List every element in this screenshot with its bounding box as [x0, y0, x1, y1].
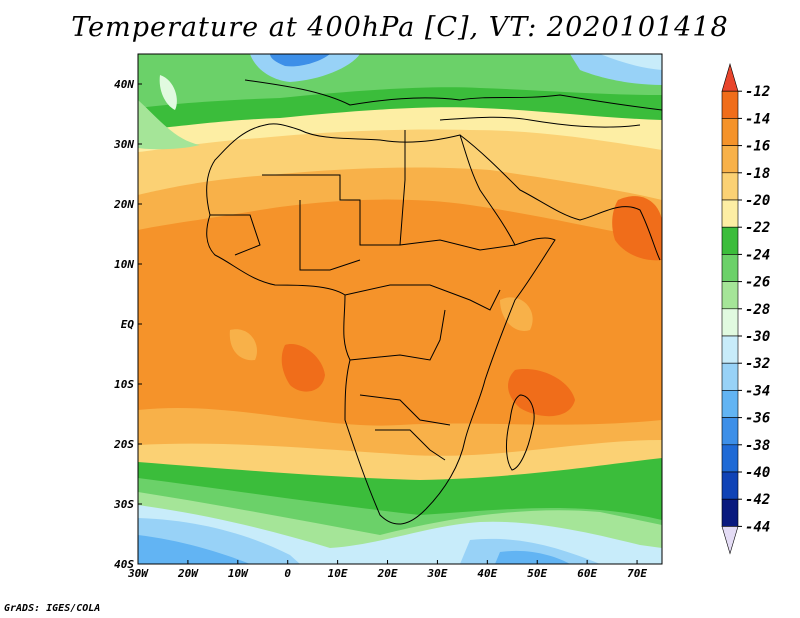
lat-tick-label: 40N — [114, 78, 134, 91]
latitude-ticks: 40N 30N 20N 10N EQ 10S 20S 30S 40S — [113, 78, 142, 571]
colorbar-swatch — [721, 308, 739, 337]
colorbar-swatch — [721, 526, 739, 555]
colorbar-swatch — [721, 199, 739, 228]
longitude-ticks: 30W 20W 10W 0 10E 20E 30E 40E 50E 60E 70E — [127, 560, 647, 580]
colorbar-swatch — [721, 471, 739, 500]
colorbar-label: -14 — [745, 111, 770, 127]
lon-tick-label: 20W — [177, 567, 199, 580]
lat-tick-label: 20S — [113, 438, 134, 451]
colorbar-swatch — [721, 118, 739, 146]
colorbar-label: -22 — [745, 220, 770, 236]
colorbar-label: -38 — [745, 438, 770, 454]
lon-tick-label: 60E — [577, 567, 597, 580]
lon-tick-label: 40E — [477, 567, 497, 580]
lat-tick-label: 10N — [114, 258, 134, 271]
credit-text: GrADS: IGES/COLA — [4, 603, 101, 614]
lat-tick-label: 30S — [113, 498, 134, 511]
colorbar-label: -40 — [745, 465, 770, 481]
lon-tick-label: 70E — [627, 567, 647, 580]
colorbar-label: -18 — [745, 166, 770, 182]
lon-tick-label: 10E — [328, 567, 348, 580]
colorbar-swatch — [721, 362, 739, 391]
colorbar-label: -20 — [745, 193, 770, 209]
colorbar-label: -42 — [745, 492, 770, 508]
colorbar-label: -34 — [745, 383, 770, 399]
lon-tick-label: 30E — [426, 567, 447, 580]
lat-tick-label: 30N — [113, 138, 134, 151]
colorbar-swatch — [721, 281, 739, 310]
colorbar-label: -28 — [745, 302, 770, 318]
colorbar-swatch — [721, 254, 739, 282]
colorbar-label: -32 — [745, 356, 770, 372]
colorbar-label: -24 — [745, 247, 770, 263]
colorbar-label: -12 — [745, 84, 770, 100]
colorbar-label: -16 — [745, 139, 770, 155]
colorbar-swatch — [721, 444, 739, 473]
map-title: Temperature at 400hPa [C], VT: 202010141… — [71, 12, 729, 43]
colorbar-swatch — [721, 226, 739, 255]
lat-tick-label: 40S — [114, 558, 134, 571]
colorbar-label: -36 — [745, 411, 770, 427]
colorbar-swatch — [721, 172, 739, 201]
colorbar-swatch — [721, 90, 739, 119]
lat-tick-label: 20N — [113, 198, 134, 211]
colorbar: -12 -14 -16 -18 -20 -22 -24 -26 -28 -30 -32 -34 -36 -… — [721, 62, 770, 555]
colorbar-swatch — [721, 498, 739, 527]
colorbar-label: -44 — [745, 519, 770, 535]
colorbar-label: -30 — [745, 329, 770, 345]
lat-tick-label: 10S — [114, 378, 134, 391]
lon-tick-label: 30W — [127, 567, 149, 580]
colorbar-swatch — [721, 390, 739, 418]
colorbar-swatch — [721, 417, 739, 446]
plot-frame — [137, 53, 663, 565]
lon-tick-label: 50E — [527, 567, 547, 580]
coastlines — [206, 79, 662, 525]
lon-tick-label: 0 — [284, 567, 291, 580]
colorbar-label: -26 — [745, 275, 770, 291]
lon-tick-label: 10W — [228, 567, 249, 580]
colorbar-swatch — [721, 62, 739, 92]
lon-tick-label: 20E — [377, 567, 398, 580]
colorbar-swatch — [721, 335, 739, 364]
temperature-field — [138, 54, 662, 564]
colorbar-swatch — [721, 145, 739, 174]
lat-tick-label: EQ — [121, 318, 135, 331]
